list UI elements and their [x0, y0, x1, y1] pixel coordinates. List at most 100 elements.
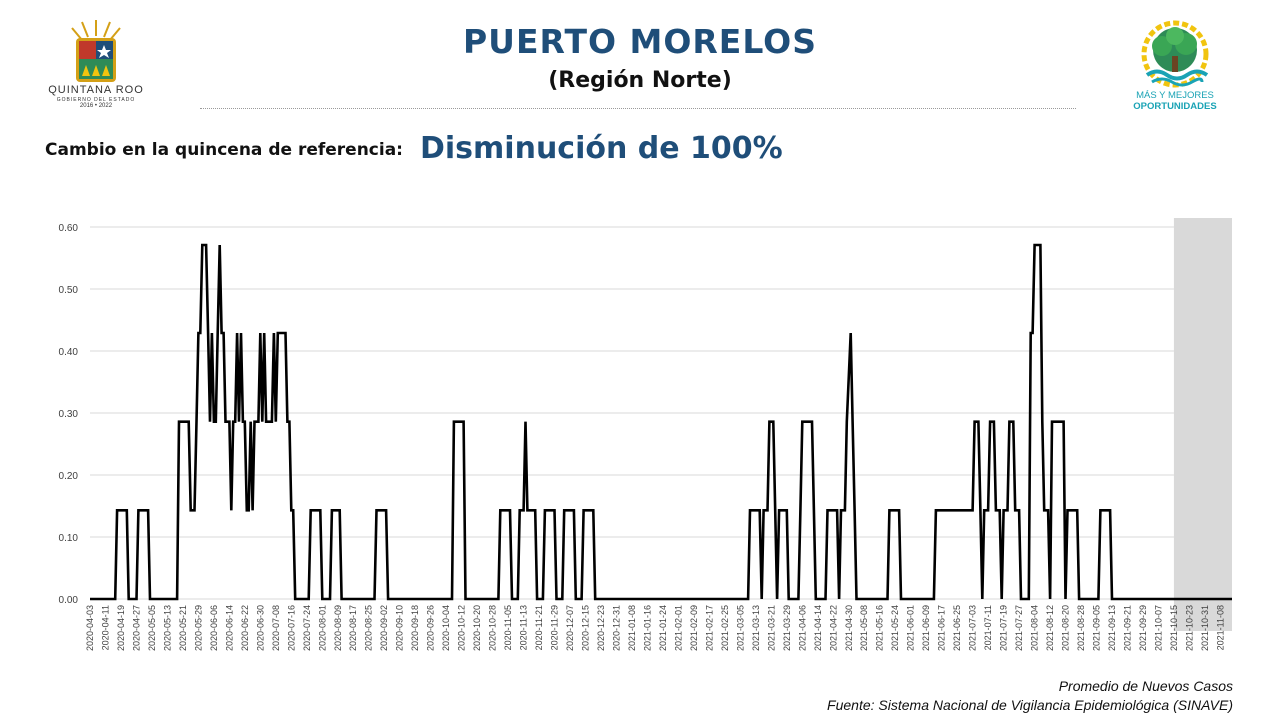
x-tick-label: 2020-07-24 [302, 605, 312, 651]
x-tick-label: 2021-02-01 [673, 605, 683, 651]
data-source: Fuente: Sistema Nacional de Vigilancia E… [827, 697, 1233, 713]
x-tick-label: 2021-01-08 [627, 605, 637, 651]
x-tick-label: 2021-06-01 [906, 605, 916, 651]
logo-right-line2: OPORTUNIDADES [1133, 101, 1217, 112]
quintana-roo-logo: QUINTANA ROO GOBIERNO DEL ESTADO 2016 • … [44, 18, 148, 113]
x-tick-label: 2021-02-09 [689, 605, 699, 651]
cases-line-chart: 0.00 0.10 0.20 0.30 0.40 0.50 0.60 2020-04-03 20… [59, 218, 1232, 651]
x-tick-label: 2021-01-24 [658, 605, 668, 651]
x-tick-label: 2021-04-06 [797, 605, 807, 651]
x-tick-label: 2020-09-18 [410, 605, 420, 651]
x-tick-label: 2021-05-16 [875, 605, 885, 651]
x-tick-label: 2021-01-16 [642, 605, 652, 651]
x-tick-label: 2020-05-29 [193, 605, 203, 651]
x-tick-label: 2021-06-09 [921, 605, 931, 651]
y-tick-label: 0.60 [59, 223, 79, 234]
x-tick-label: 2020-12-31 [611, 605, 621, 651]
x-tick-label: 2020-12-15 [581, 605, 591, 651]
x-tick-label: 2020-10-04 [441, 605, 451, 651]
x-tick-label: 2020-04-19 [116, 605, 126, 651]
x-tick-label: 2020-08-25 [364, 605, 374, 651]
x-tick-label: 2020-04-27 [131, 605, 141, 651]
x-tick-label: 2021-07-03 [968, 605, 978, 651]
y-tick-label: 0.30 [59, 409, 79, 420]
x-tick-label: 2020-04-11 [100, 605, 110, 650]
series-line [90, 243, 1232, 601]
reference-period-shade [1173, 218, 1232, 631]
x-tick-label: 2021-04-22 [828, 605, 838, 651]
x-tick-label: 2020-06-22 [240, 605, 250, 651]
x-tick-label: 2021-07-19 [999, 605, 1009, 651]
x-tick-label: 2021-04-14 [813, 605, 823, 651]
x-tick-label: 2021-10-23 [1184, 605, 1194, 651]
tree-icon [1141, 20, 1209, 88]
x-tick-label: 2021-10-07 [1153, 605, 1163, 651]
x-tick-label: 2021-03-05 [735, 605, 745, 651]
y-tick-label: 0.50 [59, 285, 79, 296]
x-tick-label: 2021-11-08 [1215, 605, 1225, 650]
page-title: PUERTO MORELOS [462, 22, 818, 61]
coat-of-arms-icon [71, 20, 121, 82]
y-tick-label: 0.10 [59, 533, 79, 544]
x-tick-label: 2020-10-20 [472, 605, 482, 651]
x-tick-label: 2021-03-21 [766, 605, 776, 651]
x-tick-label: 2020-11-13 [519, 605, 529, 650]
x-tick-label: 2021-06-25 [952, 605, 962, 651]
x-tick-label: 2020-06-14 [224, 605, 234, 651]
x-tick-label: 2021-10-31 [1200, 605, 1210, 651]
x-tick-label: 2020-04-03 [85, 605, 95, 651]
y-tick-label: 0.20 [59, 471, 79, 482]
page-subtitle: (Región Norte) [548, 68, 732, 93]
x-tick-label: 2020-12-23 [596, 605, 606, 651]
x-tick-label: 2020-11-29 [550, 605, 560, 650]
x-tick-label: 2020-12-07 [565, 605, 575, 651]
x-tick-label: 2021-04-30 [844, 605, 854, 651]
y-tick-label: 0.40 [59, 347, 79, 358]
x-tick-label: 2021-08-04 [1030, 605, 1040, 651]
x-tick-label: 2020-05-13 [162, 605, 172, 651]
y-tick-label: 0.00 [59, 595, 79, 606]
header-divider [200, 108, 1076, 109]
x-tick-label: 2021-08-20 [1061, 605, 1071, 651]
x-tick-label: 2020-05-05 [147, 605, 157, 651]
x-tick-label: 2021-09-29 [1138, 605, 1148, 651]
x-tick-label: 2021-10-15 [1169, 605, 1179, 651]
x-tick-label: 2021-08-12 [1045, 605, 1055, 651]
x-tick-label: 2021-03-29 [782, 605, 792, 651]
x-tick-label: 2021-05-24 [890, 605, 900, 651]
x-tick-label: 2020-07-08 [271, 605, 281, 651]
x-tick-label: 2020-11-05 [503, 605, 513, 650]
x-tick-label: 2021-05-08 [859, 605, 869, 651]
x-tick-label: 2020-06-06 [209, 605, 219, 651]
x-tick-label: 2021-06-17 [937, 605, 947, 651]
logo-left-subtitle: GOBIERNO DEL ESTADO [56, 97, 136, 103]
change-value: Disminución de 100% [420, 131, 783, 166]
x-tick-label: 2020-07-16 [286, 605, 296, 651]
x-tick-label: 2021-08-28 [1076, 605, 1086, 651]
x-tick-label: 2020-09-02 [379, 605, 389, 651]
chart-note: Promedio de Nuevos Casos [1058, 678, 1233, 694]
x-tick-label: 2021-07-11 [983, 605, 993, 650]
x-tick-label: 2020-09-10 [395, 605, 405, 651]
change-label: Cambio en la quincena de referencia: [45, 140, 403, 160]
x-tick-label: 2021-09-21 [1122, 605, 1132, 651]
x-tick-label: 2021-02-25 [720, 605, 730, 651]
x-tick-label: 2020-10-28 [488, 605, 498, 651]
x-tick-label: 2020-08-17 [348, 605, 358, 651]
x-tick-label: 2021-03-13 [751, 605, 761, 651]
x-tick-label: 2021-09-13 [1107, 605, 1117, 651]
x-tick-label: 2020-08-09 [333, 605, 343, 651]
x-tick-label: 2020-08-01 [317, 605, 327, 651]
x-tick-label: 2021-07-27 [1014, 605, 1024, 651]
mas-y-mejores-logo: MÁS Y MEJORES OPORTUNIDADES [1122, 20, 1228, 115]
logo-left-name: QUINTANA ROO [48, 84, 144, 96]
x-tick-label: 2020-06-30 [255, 605, 265, 651]
x-tick-label: 2020-11-21 [534, 605, 544, 650]
x-tick-label: 2021-02-17 [704, 605, 714, 651]
x-tick-label: 2020-10-12 [457, 605, 467, 651]
logo-left-years: 2016 • 2022 [79, 103, 113, 109]
x-tick-label: 2020-05-21 [178, 605, 188, 651]
logo-right-line1: MÁS Y MEJORES [1136, 90, 1214, 101]
x-tick-label: 2020-09-26 [426, 605, 436, 651]
x-tick-label: 2021-09-05 [1092, 605, 1102, 651]
